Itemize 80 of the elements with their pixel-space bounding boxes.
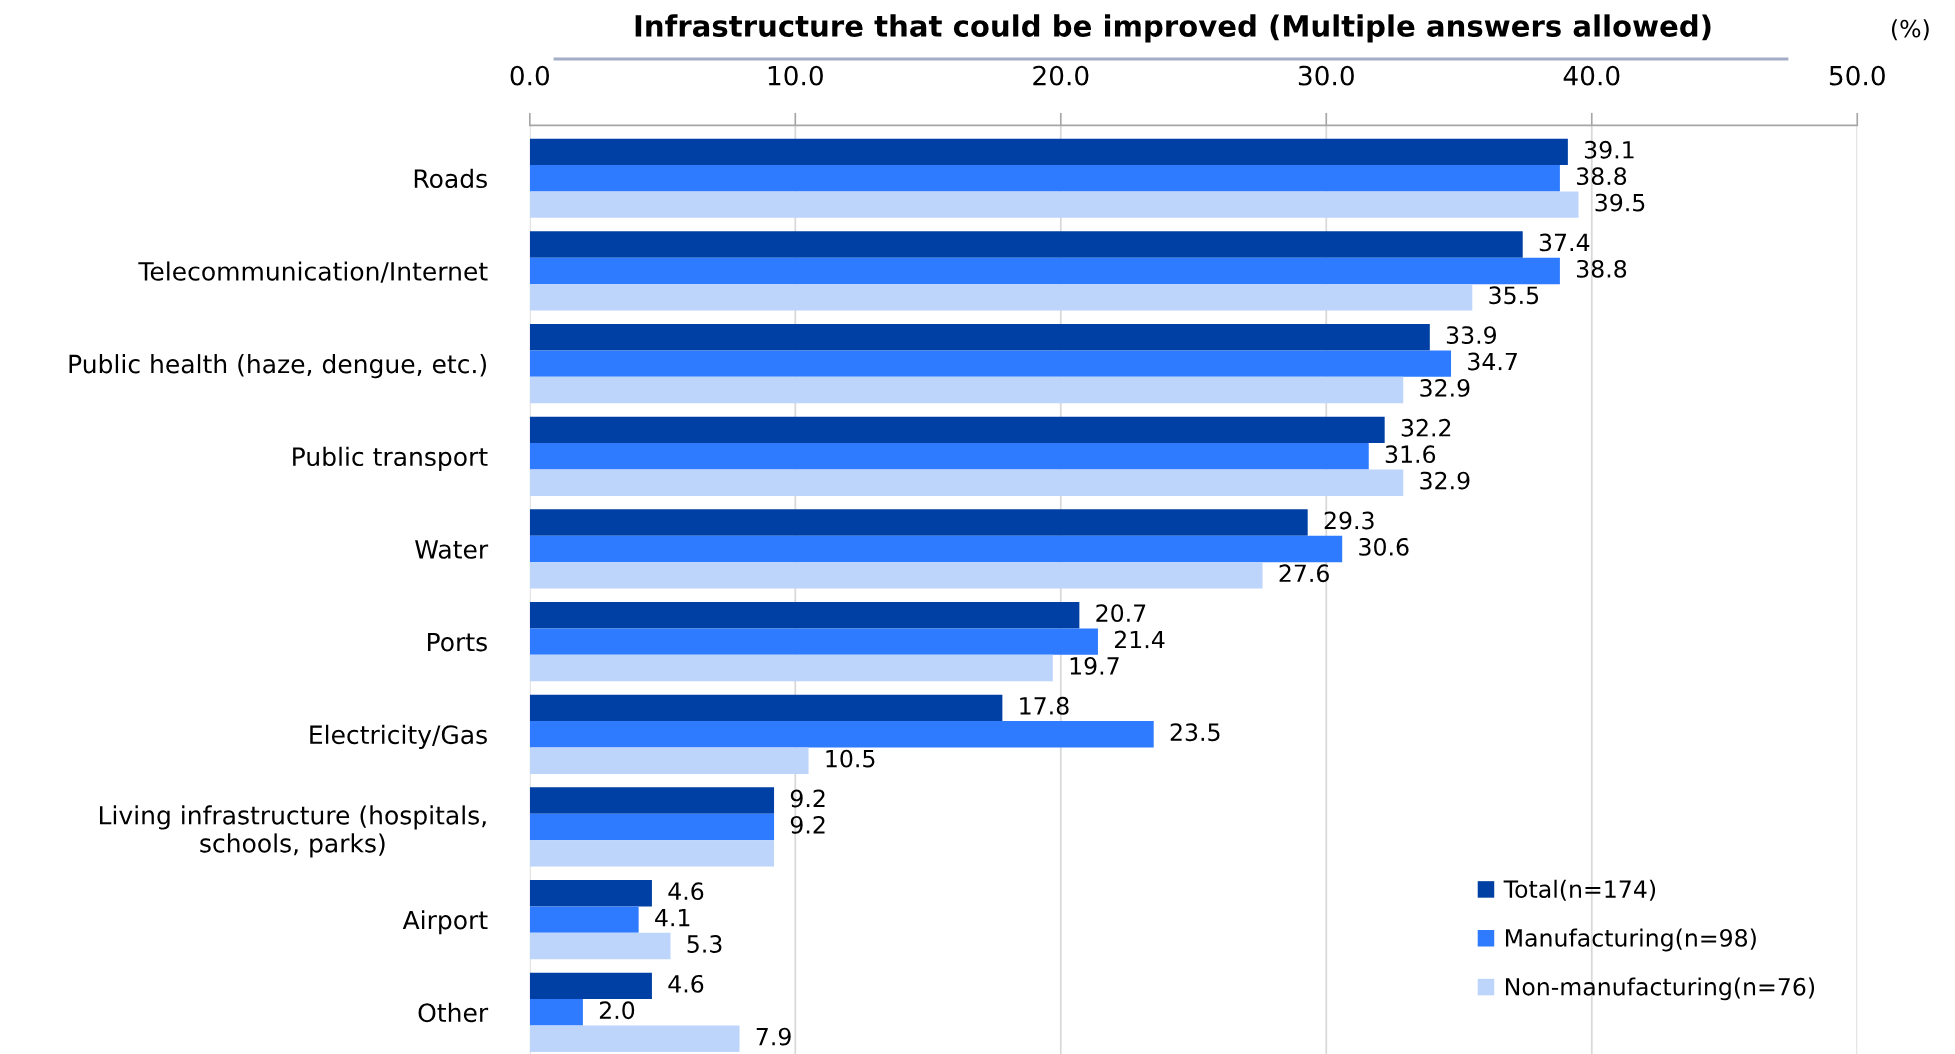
y-tick-label: Telecommunication/Internet [138,261,488,283]
data-label: 32.9 [1420,471,1470,490]
bar [529,787,775,814]
data-label: 4.6 [668,974,704,993]
data-label: 39.5 [1595,193,1645,212]
data-label: 4.6 [668,882,704,901]
bar [529,840,775,867]
data-label: 33.9 [1446,326,1496,345]
bar [529,350,1452,377]
data-label: 34.7 [1468,352,1517,371]
data-label: 31.6 [1385,445,1436,464]
bar [529,932,671,960]
data-label: 20.7 [1096,604,1146,623]
bar [529,1025,740,1052]
bar [529,654,1053,682]
bar [529,257,1560,285]
data-label: 4.1 [655,908,690,927]
data-label: 19.7 [1070,657,1119,675]
bar [529,880,652,907]
data-label: 30.6 [1359,537,1409,556]
x-tick-label: 20.0 [1033,65,1089,86]
data-label: 17.8 [1020,696,1069,715]
y-tick-label: Electricity/Gas [310,724,487,749]
chart-title: Infrastructure that could be improved (Multiple answers allowed) [635,14,1711,43]
bar [529,999,583,1026]
bar [529,376,1404,404]
y-tick-label: Other [418,1002,489,1023]
bar [529,191,1579,218]
data-label: 9.2 [790,815,825,834]
x-tick-label: 10.0 [768,65,823,86]
bar [529,813,775,841]
bar [529,469,1404,496]
data-label: 27.6 [1279,564,1329,583]
bar [529,721,1154,748]
x-tick-label: 40.0 [1563,65,1620,86]
bar [529,138,1568,166]
bar [529,323,1430,351]
y-tick-label: Public transport [293,446,488,471]
data-label: 9.2 [790,789,825,808]
data-label: 38.8 [1576,259,1627,278]
data-label: 21.4 [1114,630,1165,649]
y-tick-label: Airport [402,910,488,935]
data-label: 2.0 [599,1001,635,1020]
bar [529,165,1560,192]
data-label: 35.5 [1489,286,1539,305]
legend-label: Non-manufacturing(n=76) [1506,977,1815,1001]
y-tick-label: Ports [428,632,487,652]
x-tick-label: 50.0 [1829,65,1885,86]
bar [529,535,1343,563]
legend-label: Total(n=174) [1503,879,1656,901]
x-tick-label: 0.0 [510,65,550,86]
bar [529,509,1308,536]
x-tick-label: 30.0 [1298,65,1354,86]
y-tick-label: Living infrastructure (hospitals, schools, parks) [99,805,486,858]
data-label: 37.4 [1539,233,1590,252]
bar [529,562,1263,589]
data-label: 29.3 [1324,511,1374,530]
bar [529,284,1473,311]
data-label: 38.8 [1576,167,1627,186]
y-tick-label: Water [415,540,489,559]
y-tick-label: Public health (haze, dengue, etc.) [69,354,486,379]
bar [529,601,1080,629]
bar [529,972,652,1000]
bar [529,694,1003,722]
y-tick-label: Roads [414,168,487,189]
data-label: 7.9 [756,1027,791,1046]
bar [529,443,1369,470]
data-label: 32.2 [1401,418,1451,437]
data-label: 10.5 [826,749,875,768]
bar [529,416,1385,444]
data-label: 5.3 [687,935,722,953]
bar [529,747,809,774]
bar [529,231,1523,258]
bar [529,628,1098,655]
bar [529,906,639,933]
data-label: 23.5 [1170,723,1220,742]
legend-label: Manufacturing(n=98) [1506,928,1756,952]
data-label: 32.9 [1420,379,1470,397]
x-axis-title: (%) [1891,19,1929,41]
data-label: 39.1 [1584,140,1634,159]
